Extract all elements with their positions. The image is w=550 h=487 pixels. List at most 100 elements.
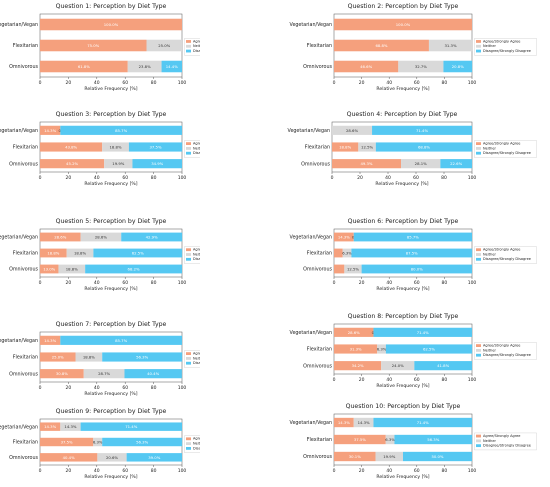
legend-swatch — [186, 352, 191, 355]
legend-swatch — [476, 147, 481, 150]
bar-segment — [342, 248, 352, 258]
category-label: Omnivorous — [303, 454, 332, 460]
x-axis-label: Relative Frequency [%] — [376, 383, 429, 389]
data-label: 14.3% — [64, 424, 76, 429]
legend-swatch — [476, 353, 481, 357]
data-label: 13.0% — [43, 267, 55, 272]
category-label: Flexitarian — [307, 347, 332, 353]
bar-segment — [40, 352, 76, 362]
category-label: Flexitarian — [13, 355, 38, 361]
category-label: Vegetarian/Vegan — [288, 128, 330, 134]
legend-swatch — [476, 44, 481, 48]
category-label: Flexitarian — [13, 440, 38, 446]
legend-swatch — [476, 444, 481, 448]
x-axis-label: Relative Frequency [%] — [84, 474, 137, 480]
data-label: 85.7% — [115, 338, 127, 343]
category-label: Flexitarian — [307, 251, 332, 257]
legend-label: Agree/Strongly Agree — [483, 248, 520, 252]
x-tick-label: 0 — [333, 468, 336, 474]
data-label: 40.4% — [147, 371, 159, 376]
chart-panel-2: Question 2: Perception by Diet Type 0 20 40… — [282, 0, 550, 95]
x-tick-label: 80 — [441, 175, 447, 181]
category-label: Omnivorous — [301, 161, 330, 167]
bar-segment — [40, 60, 128, 73]
bar-segment — [132, 159, 182, 169]
chart-title: Question 3: Perception by Diet Type — [56, 111, 167, 118]
bar-segment — [83, 369, 125, 379]
data-label: 71.4% — [417, 330, 429, 335]
data-label: 28.6% — [95, 235, 107, 240]
legend-swatch — [186, 253, 191, 256]
chart-title: Question 9: Perception by Diet Type — [56, 408, 167, 415]
chart-panel-8: Question 8: Perception by Diet Type 0 20 40… — [282, 310, 550, 392]
legend-label: Disagree/Strongly Disagree — [483, 49, 531, 53]
x-tick-label: 40 — [385, 175, 391, 181]
bar-segment — [128, 142, 183, 152]
bar-segment — [40, 453, 98, 462]
x-tick-label: 0 — [333, 80, 336, 86]
data-label: 34.9% — [151, 161, 163, 166]
x-tick-label: 100 — [468, 80, 477, 86]
x-tick-label: 80 — [151, 385, 157, 391]
x-tick-label: 20 — [359, 377, 365, 383]
bar-segment — [40, 437, 94, 447]
legend-swatch — [186, 361, 191, 365]
bar-segment — [381, 361, 415, 371]
x-tick-label: 0 — [39, 80, 42, 86]
data-label: 14.3% — [44, 128, 56, 133]
data-label: 68.2% — [128, 267, 140, 272]
legend-label: Agree/Strongly Agree — [193, 437, 200, 441]
data-label: 28.6% — [346, 128, 358, 133]
category-label: Omnivorous — [303, 64, 332, 70]
x-tick-label: 100 — [468, 377, 477, 383]
bar-segment — [372, 125, 472, 135]
legend-box — [474, 432, 537, 451]
category-label: Vegetarian/Vegan — [0, 424, 38, 430]
data-label: 49.3% — [360, 161, 372, 166]
bar-segment — [58, 264, 86, 274]
x-tick-label: 100 — [178, 175, 187, 181]
x-tick-label: 20 — [66, 280, 72, 286]
category-label: Vegetarian/Vegan — [290, 235, 332, 241]
chart-title: Question 1: Perception by Diet Type — [56, 3, 167, 10]
x-tick-label: 80 — [442, 377, 448, 383]
data-label: 42.9% — [146, 235, 158, 240]
bar-segment — [93, 248, 183, 258]
legend-label: Disagree/Strongly Disagree — [483, 151, 531, 155]
data-label: 19.9% — [112, 161, 124, 166]
data-label: 6.3% — [342, 251, 352, 256]
data-label: 100.0% — [104, 22, 119, 27]
x-tick-label: 20 — [66, 80, 72, 86]
bar-segment — [403, 451, 472, 462]
bar-segment — [443, 60, 473, 73]
data-label: 6.3% — [385, 437, 395, 442]
bar-segment — [385, 344, 473, 354]
x-tick-label: 80 — [151, 175, 157, 181]
data-label: 41.8% — [437, 363, 449, 368]
data-label: 18.8% — [339, 145, 351, 150]
data-label: 68.8% — [375, 43, 387, 48]
data-label: 39.0% — [148, 455, 160, 460]
data-label: 62.5% — [132, 251, 144, 256]
data-label: 71.4% — [417, 420, 429, 425]
legend-swatch — [476, 40, 481, 43]
data-label: 18.8% — [47, 251, 59, 256]
x-tick-label: 100 — [178, 80, 187, 86]
data-label: 12.5% — [361, 145, 373, 150]
legend-label: Agree/Strongly Agree — [193, 248, 200, 252]
legend-label: Disagree/Strongly Disagree — [193, 361, 200, 365]
x-tick-label: 0 — [39, 385, 42, 391]
chart-svg-5: Question 5: Perception by Diet Type 0 20 40… — [0, 218, 247, 292]
bar-segment — [40, 142, 103, 152]
data-label: 14.4% — [166, 64, 178, 69]
x-tick-label: 100 — [468, 280, 477, 286]
data-label: 28.6% — [54, 235, 66, 240]
bar-segment — [334, 327, 374, 337]
category-label: Flexitarian — [13, 43, 38, 49]
x-tick-label: 40 — [94, 175, 100, 181]
x-tick-label: 40 — [94, 80, 100, 86]
data-label: 61.8% — [78, 64, 90, 69]
data-label: 80.0% — [411, 267, 423, 272]
x-tick-label: 80 — [151, 80, 157, 86]
legend-swatch — [186, 142, 191, 145]
